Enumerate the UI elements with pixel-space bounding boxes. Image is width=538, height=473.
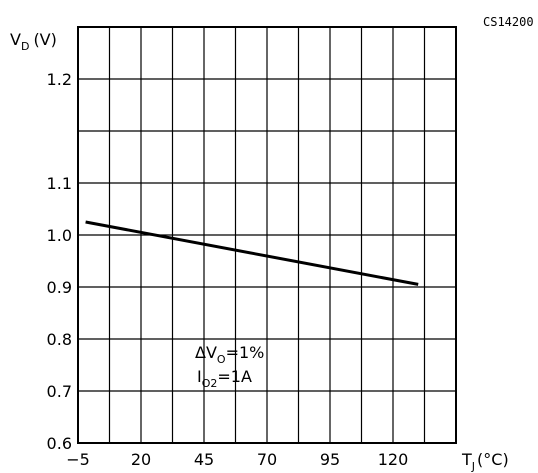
x-axis-unit: °C [483, 450, 502, 469]
x-tick-label: 120 [378, 450, 409, 469]
y-tick-label: 1.2 [47, 70, 72, 89]
y-axis-label: VD (V) [10, 30, 57, 53]
x-axis-symbol: T [461, 450, 472, 469]
x-axis-subscript: J [471, 460, 475, 473]
grid [78, 27, 456, 443]
series-line-0 [86, 222, 419, 284]
figure-code: CS14200 [483, 15, 534, 29]
x-tick-label: 45 [194, 450, 214, 469]
x-tick-label: 70 [257, 450, 277, 469]
x-tick-label: 20 [131, 450, 151, 469]
y-tick-labels: 0.60.70.80.91.01.11.2 [47, 70, 72, 453]
series-group [86, 222, 419, 284]
annotation-1-value: =1% [226, 343, 265, 362]
x-tick-label: 95 [320, 450, 340, 469]
annotation-line-2: IO2=1A [197, 367, 252, 390]
y-tick-label: 0.7 [47, 382, 72, 401]
y-tick-label: 1.0 [47, 226, 72, 245]
y-axis-unit: (V) [33, 30, 56, 49]
y-axis-symbol: V [10, 30, 21, 49]
annotation-2-sub: O2 [202, 377, 218, 390]
y-tick-label: 0.9 [47, 278, 72, 297]
annotation-1-sub: O [217, 353, 226, 366]
x-axis-unit-close: ) [502, 450, 508, 469]
y-tick-label: 1.1 [47, 174, 72, 193]
annotation-1-prefix: ΔV [195, 343, 217, 362]
x-axis-label: TJ (°C) [461, 450, 509, 473]
x-tick-label: −5 [66, 450, 90, 469]
y-axis-subscript: D [21, 40, 29, 53]
y-tick-label: 0.8 [47, 330, 72, 349]
annotation-2-value: =1A [217, 367, 252, 386]
annotation-line-1: ΔVO=1% [195, 343, 264, 366]
x-tick-labels: −5 20 45 70 95 120 [66, 450, 408, 469]
